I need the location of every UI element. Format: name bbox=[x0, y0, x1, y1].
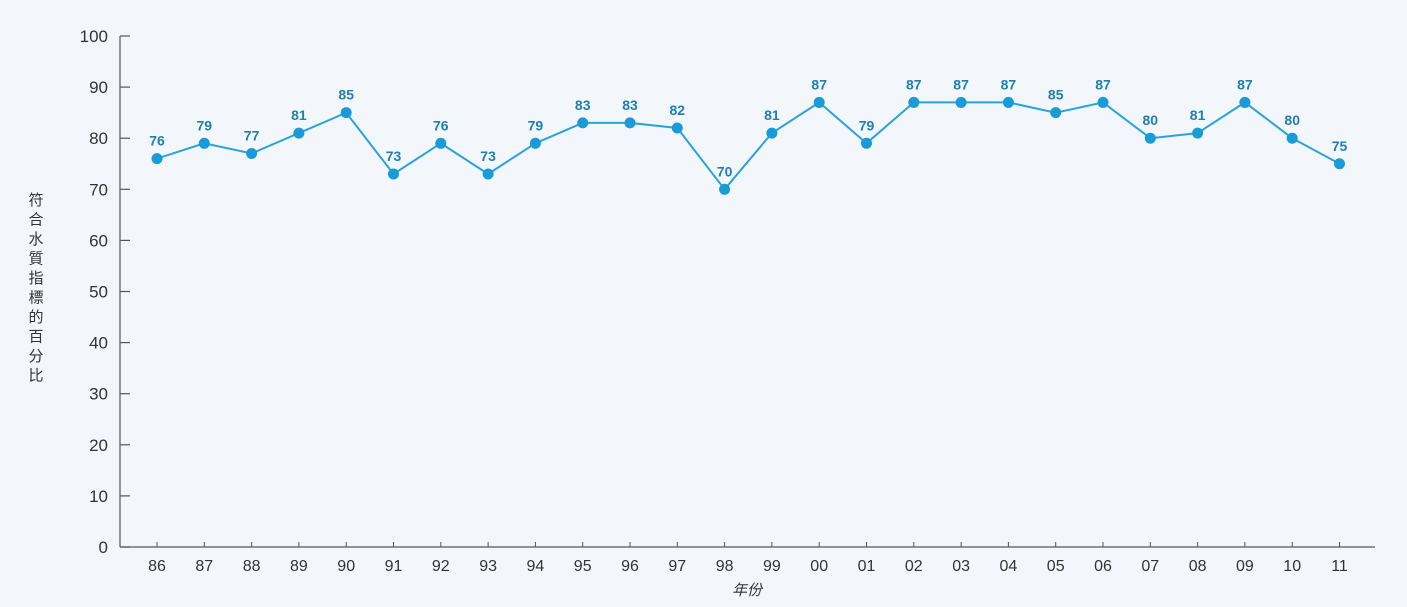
data-point bbox=[482, 168, 494, 180]
x-tick-label: 01 bbox=[858, 558, 876, 575]
data-label: 87 bbox=[1237, 76, 1253, 92]
x-tick-label: 93 bbox=[479, 558, 497, 575]
data-label: 83 bbox=[575, 97, 591, 113]
data-label: 79 bbox=[197, 117, 213, 133]
data-label: 81 bbox=[764, 107, 780, 123]
data-point bbox=[861, 137, 872, 149]
data-label: 81 bbox=[1190, 107, 1206, 123]
x-tick-label: 11 bbox=[1331, 558, 1348, 575]
x-ticks: 86 87 88 89 90 91 92 93 94 95 96 97 98 99 00 01 02 03 04 05… bbox=[148, 542, 1348, 575]
x-tick-label: 98 bbox=[716, 558, 734, 575]
data-point bbox=[529, 137, 541, 149]
data-label: 80 bbox=[1143, 112, 1159, 128]
data-label: 87 bbox=[811, 76, 827, 92]
data-point bbox=[1097, 96, 1109, 108]
x-tick-label: 00 bbox=[810, 558, 828, 575]
x-tick-label: 10 bbox=[1283, 558, 1301, 575]
x-tick-label: 86 bbox=[148, 558, 166, 575]
data-point bbox=[293, 127, 305, 139]
data-points bbox=[151, 96, 1345, 195]
y-tick-label: 100 bbox=[80, 27, 108, 46]
y-tick-label: 10 bbox=[89, 487, 108, 506]
x-tick-label: 99 bbox=[763, 558, 781, 575]
data-point bbox=[955, 96, 967, 108]
y-axis-label: 符合水質指標的百分比 bbox=[28, 192, 43, 385]
data-point bbox=[1286, 132, 1298, 144]
data-label: 81 bbox=[291, 107, 307, 123]
data-label: 73 bbox=[480, 148, 496, 164]
x-tick-label: 94 bbox=[527, 558, 545, 575]
data-point bbox=[1002, 96, 1014, 108]
data-point bbox=[246, 148, 258, 160]
x-tick-label: 05 bbox=[1047, 558, 1065, 575]
data-label: 80 bbox=[1284, 112, 1300, 128]
data-label: 87 bbox=[1095, 76, 1111, 92]
data-point bbox=[908, 96, 920, 108]
data-point bbox=[198, 137, 210, 149]
y-tick-label: 60 bbox=[89, 231, 108, 250]
y-tick-label: 80 bbox=[89, 129, 108, 148]
x-tick-label: 95 bbox=[574, 558, 592, 575]
data-point bbox=[151, 153, 163, 165]
y-ticks: 0 10 20 30 40 50 60 70 80 90 100 bbox=[80, 27, 130, 557]
data-point bbox=[719, 183, 731, 195]
y-tick-label: 40 bbox=[89, 334, 108, 353]
data-labels: 76 79 77 81 85 73 76 73 79 83 83 82 70 81 87 79 87 87 87 85… bbox=[149, 76, 1347, 179]
y-tick-label: 30 bbox=[89, 385, 108, 404]
x-tick-label: 91 bbox=[385, 558, 403, 575]
data-label: 70 bbox=[717, 163, 733, 179]
x-tick-label: 92 bbox=[432, 558, 450, 575]
data-label: 73 bbox=[386, 148, 402, 164]
data-point bbox=[1144, 132, 1156, 144]
data-label: 79 bbox=[528, 117, 544, 133]
x-tick-label: 87 bbox=[195, 558, 213, 575]
data-label: 82 bbox=[670, 102, 686, 118]
data-point bbox=[577, 117, 589, 129]
x-tick-label: 07 bbox=[1141, 558, 1159, 575]
x-tick-label: 09 bbox=[1236, 558, 1254, 575]
data-point bbox=[435, 137, 447, 149]
data-label: 79 bbox=[859, 117, 875, 133]
series-line bbox=[156, 101, 1340, 191]
y-tick-label: 90 bbox=[89, 78, 108, 97]
y-tick-label: 50 bbox=[89, 283, 108, 302]
data-point bbox=[813, 96, 825, 108]
x-tick-label: 04 bbox=[1000, 558, 1018, 575]
x-tick-label: 06 bbox=[1094, 558, 1112, 575]
data-point bbox=[1050, 107, 1062, 119]
y-tick-label: 70 bbox=[89, 180, 108, 199]
data-label: 85 bbox=[338, 87, 354, 103]
data-label: 87 bbox=[906, 76, 922, 92]
x-axis-label: 年份 bbox=[732, 582, 764, 599]
data-point bbox=[624, 117, 636, 129]
data-point bbox=[671, 122, 683, 134]
x-tick-label: 96 bbox=[621, 558, 639, 575]
x-tick-label: 97 bbox=[668, 558, 686, 575]
x-tick-label: 90 bbox=[337, 558, 355, 575]
axes bbox=[119, 36, 1375, 548]
data-point bbox=[1334, 158, 1345, 170]
y-tick-label: 0 bbox=[99, 538, 108, 557]
data-point bbox=[388, 168, 399, 180]
data-point bbox=[1192, 127, 1204, 139]
data-label: 75 bbox=[1332, 138, 1348, 154]
data-point bbox=[766, 127, 778, 139]
data-label: 77 bbox=[244, 128, 260, 144]
y-tick-label: 20 bbox=[89, 436, 108, 455]
data-label: 87 bbox=[1001, 76, 1017, 92]
data-label: 76 bbox=[433, 117, 449, 133]
data-label: 87 bbox=[953, 76, 969, 92]
x-tick-label: 03 bbox=[952, 558, 970, 575]
data-label: 76 bbox=[149, 133, 165, 149]
data-label: 85 bbox=[1048, 87, 1064, 103]
data-point bbox=[340, 107, 352, 119]
x-tick-label: 89 bbox=[290, 558, 308, 575]
data-point bbox=[1239, 96, 1251, 108]
x-tick-label: 02 bbox=[905, 558, 923, 575]
x-tick-label: 08 bbox=[1189, 558, 1207, 575]
x-tick-label: 88 bbox=[243, 558, 261, 575]
data-label: 83 bbox=[622, 97, 638, 113]
